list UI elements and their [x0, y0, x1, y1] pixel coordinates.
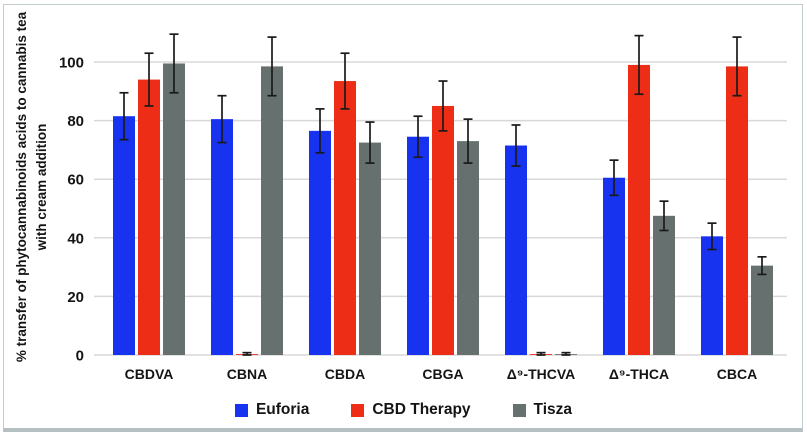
bar-tisza-cbga: [457, 141, 479, 355]
bar-euforia-cbdva: [113, 116, 135, 355]
legend-item-cbd-therapy: CBD Therapy: [351, 401, 471, 419]
bar-euforia-thca: [603, 177, 625, 355]
bar-tisza-cbda: [359, 142, 381, 355]
legend-item-tisza: Tisza: [512, 401, 573, 419]
x-label-cbna: CBNA: [227, 366, 267, 382]
bar-tisza-cbdva: [163, 63, 185, 356]
legend-label-euforia: Euforia: [255, 401, 310, 418]
y-tick-label-20: 20: [67, 289, 84, 306]
bar-tisza-cbna: [261, 66, 283, 356]
legend-label-cbd-therapy: CBD Therapy: [372, 401, 471, 418]
x-label-cbda: CBDA: [325, 366, 365, 382]
bar-cbd-therapy-cbdva: [138, 79, 160, 355]
bar-tisza-thca: [653, 215, 675, 355]
y-axis-title: % transfer of phytocannabinoids acids to…: [12, 7, 56, 367]
y-tick-label-0: 0: [76, 348, 84, 365]
legend-swatch-cbd-therapy: [351, 403, 365, 417]
legend-label-tisza: Tisza: [533, 401, 573, 418]
bar-cbd-therapy-cbga: [432, 105, 454, 355]
bar-tisza-cbca: [751, 265, 773, 355]
y-axis-title-line2: with cream addition: [33, 123, 49, 251]
y-tick-label-60: 60: [67, 172, 84, 189]
bar-euforia-thcva: [505, 145, 527, 355]
bar-cbd-therapy-cbca: [726, 66, 748, 356]
bar-cbd-therapy-cbda: [334, 81, 356, 356]
legend-swatch-euforia: [234, 403, 248, 417]
x-label-thcva: Δ⁹-THCVA: [507, 366, 576, 382]
bar-euforia-cbna: [211, 119, 233, 355]
x-label-cbga: CBGA: [422, 366, 463, 382]
x-label-cbca: CBCA: [717, 366, 757, 382]
y-axis-title-line1: % transfer of phytocannabinoids acids to…: [14, 11, 29, 363]
bar-euforia-cbga: [407, 136, 429, 355]
x-label-thca: Δ⁹-THCA: [609, 366, 669, 382]
y-tick-label-80: 80: [67, 113, 84, 130]
bar-euforia-cbda: [309, 130, 331, 355]
legend-item-euforia: Euforia: [234, 401, 310, 419]
bar-euforia-cbca: [701, 236, 723, 355]
legend: Euforia CBD Therapy Tisza: [0, 398, 807, 422]
y-tick-label-100: 100: [59, 55, 84, 72]
legend-swatch-tisza: [512, 403, 526, 417]
y-tick-label-40: 40: [67, 230, 84, 247]
bar-cbd-therapy-thca: [628, 64, 650, 356]
x-label-cbdva: CBDVA: [125, 366, 174, 382]
